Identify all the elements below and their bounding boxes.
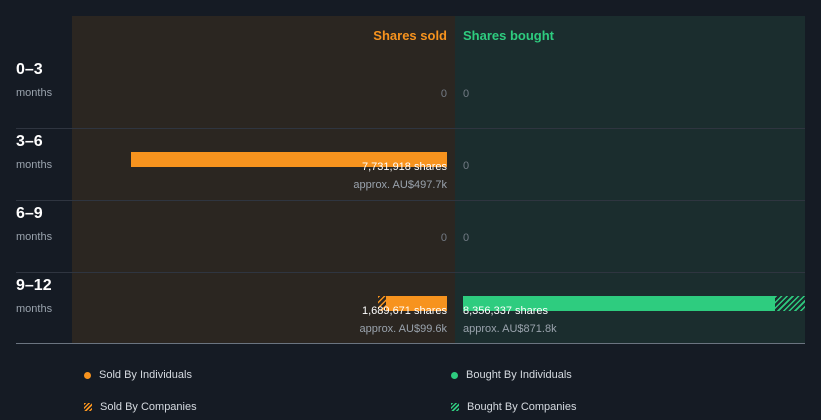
sold-value-label: approx. AU$497.7k <box>353 179 447 191</box>
period-unit-label: months <box>16 87 53 99</box>
legend-sold-individuals-swatch <box>84 371 91 379</box>
row-separator <box>16 272 805 273</box>
period-unit-label: months <box>16 231 53 243</box>
bought-zero-label: 0 <box>463 160 470 172</box>
period-label: 0–3 <box>16 61 43 78</box>
shares-sold-panel <box>72 16 455 343</box>
sold-zero-label: 0 <box>440 88 447 100</box>
legend-bought-companies-swatch <box>451 403 459 411</box>
sold-zero-label: 0 <box>440 232 447 244</box>
shares-sold-header: Shares sold <box>373 28 447 43</box>
period-label: 9–12 <box>16 277 52 294</box>
bought-zero-label: 0 <box>463 232 470 244</box>
legend-sold-individuals: Sold By Individuals <box>84 369 192 381</box>
sold-companies-bar <box>378 296 386 311</box>
sold-shares-label: 7,731,918 shares <box>361 161 447 173</box>
legend-label: Sold By Individuals <box>99 369 192 381</box>
legend-sold-companies: Sold By Companies <box>84 401 197 413</box>
bought-shares-label: 8,356,337 shares <box>463 305 549 317</box>
bought-value-label: approx. AU$871.8k <box>463 323 557 335</box>
legend-label: Bought By Individuals <box>466 369 572 381</box>
sold-value-label: approx. AU$99.6k <box>359 323 447 335</box>
bought-zero-label: 0 <box>463 88 470 100</box>
sold-individuals-bar <box>131 152 447 167</box>
bought-individuals-bar <box>463 296 775 311</box>
period-label: 6–9 <box>16 205 43 222</box>
legend-label: Sold By Companies <box>100 401 197 413</box>
legend-sold-companies-swatch <box>84 403 92 411</box>
period-unit-label: months <box>16 303 53 315</box>
bought-companies-bar <box>775 296 805 311</box>
sold-shares-label: 1,689,671 shares <box>361 305 447 317</box>
row-separator <box>16 128 805 129</box>
row-separator <box>16 200 805 201</box>
sold-individuals-bar <box>386 296 447 311</box>
legend-bought-companies: Bought By Companies <box>451 401 576 413</box>
chart-baseline <box>16 343 805 344</box>
shares-bought-panel <box>455 16 805 343</box>
period-label: 3–6 <box>16 133 43 150</box>
period-unit-label: months <box>16 159 53 171</box>
legend-label: Bought By Companies <box>467 401 577 413</box>
shares-bought-header: Shares bought <box>463 28 555 43</box>
legend-bought-individuals: Bought By Individuals <box>451 369 572 381</box>
legend-bought-individuals-swatch <box>451 371 458 379</box>
